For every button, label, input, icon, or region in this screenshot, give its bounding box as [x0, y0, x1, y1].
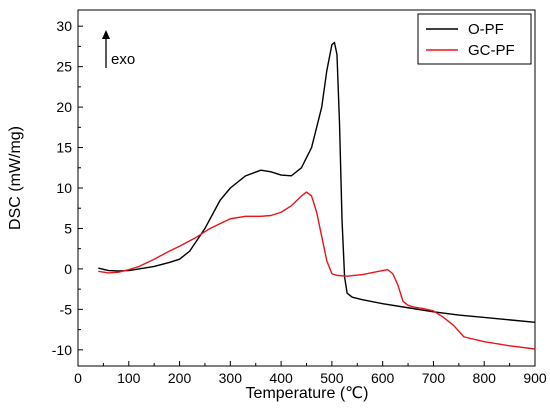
x-tick-label: 200: [168, 370, 192, 386]
exo-label: exo: [111, 51, 135, 68]
y-tick-label: 25: [56, 59, 72, 75]
x-tick-label: 800: [473, 370, 497, 386]
exo-arrow-icon: [102, 30, 110, 39]
x-tick-label: 300: [219, 370, 243, 386]
y-tick-label: 10: [56, 180, 72, 196]
x-tick-label: 500: [320, 370, 344, 386]
x-tick-label: 600: [371, 370, 395, 386]
x-tick-label: 100: [117, 370, 141, 386]
y-tick-label: 30: [56, 18, 72, 34]
y-tick-label: 5: [64, 220, 72, 236]
legend-box: [417, 13, 532, 65]
series-line-gc-pf: [98, 191, 535, 350]
legend-label-gc-pf: GC-PF: [468, 42, 515, 59]
y-axis-title: DSC (mW/mg): [7, 126, 24, 230]
legend-label-o-pf: O-PF: [468, 21, 504, 38]
y-tick-label: 20: [56, 99, 72, 115]
x-tick-label: 900: [523, 370, 547, 386]
y-tick-label: -10: [52, 342, 72, 358]
series-line-o-pf: [98, 41, 535, 324]
y-tick-label: 15: [56, 140, 72, 156]
x-axis-title: Temperature (℃): [246, 385, 369, 402]
x-tick-label: 0: [74, 370, 82, 386]
y-tick-label: 0: [64, 261, 72, 277]
x-tick-label: 400: [269, 370, 293, 386]
x-tick-label: 700: [422, 370, 446, 386]
y-tick-label: -5: [60, 301, 73, 317]
